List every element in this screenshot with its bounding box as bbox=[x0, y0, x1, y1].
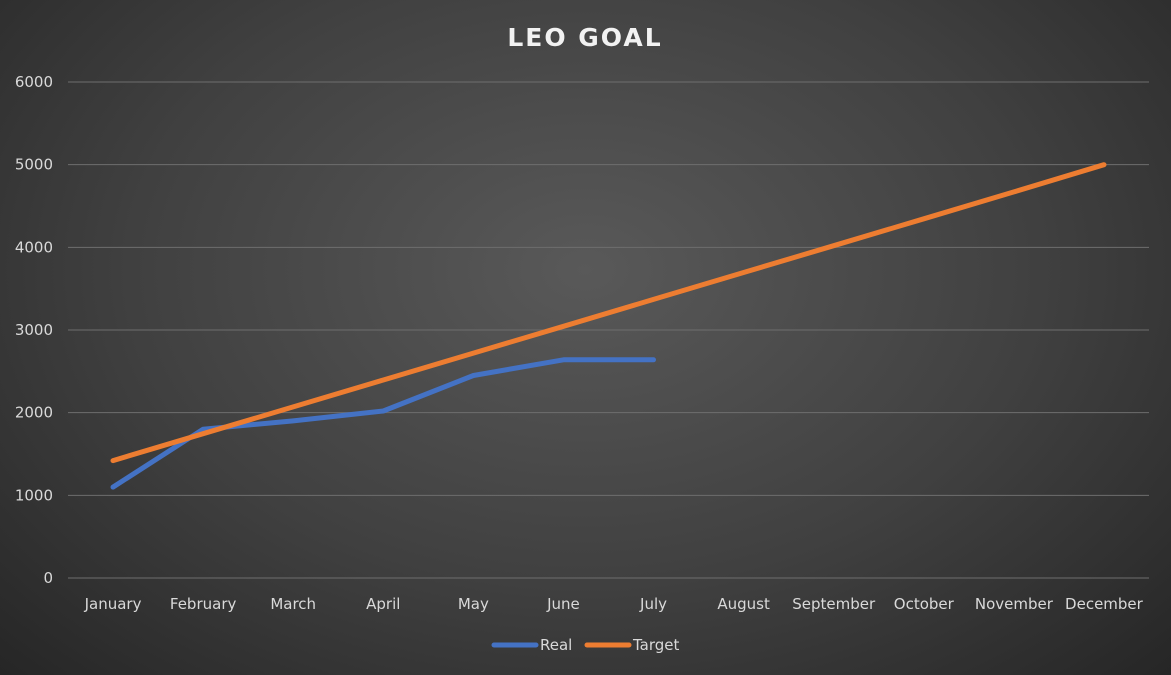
y-tick-label: 2000 bbox=[15, 404, 53, 422]
x-tick-label: April bbox=[366, 595, 400, 613]
series-line-real bbox=[110, 357, 656, 490]
y-tick-label: 5000 bbox=[15, 156, 53, 174]
x-tick-label: November bbox=[975, 595, 1054, 613]
x-tick-label: August bbox=[717, 595, 770, 613]
chart-title: LEO GOAL bbox=[507, 23, 662, 52]
y-tick-label: 4000 bbox=[15, 238, 53, 256]
legend-label-target: Target bbox=[632, 636, 680, 654]
x-tick-label: June bbox=[546, 595, 580, 613]
y-axis-ticks: 0 1000 2000 3000 4000 5000 6000 bbox=[15, 73, 53, 587]
legend-label-real: Real bbox=[540, 636, 572, 654]
x-tick-label: December bbox=[1065, 595, 1144, 613]
x-axis-ticks: January February March April May June July Augu… bbox=[84, 595, 1144, 613]
legend: Real Target bbox=[491, 636, 680, 654]
x-tick-label: October bbox=[894, 595, 955, 613]
x-tick-label: July bbox=[639, 595, 667, 613]
x-tick-label: September bbox=[792, 595, 876, 613]
x-tick-label: January bbox=[84, 595, 142, 613]
x-tick-label: February bbox=[170, 595, 237, 613]
y-tick-label: 0 bbox=[43, 569, 53, 587]
y-tick-label: 3000 bbox=[15, 321, 53, 339]
y-tick-label: 1000 bbox=[15, 486, 53, 504]
y-tick-label: 6000 bbox=[15, 73, 53, 91]
series-lines bbox=[110, 162, 1107, 490]
x-tick-label: May bbox=[458, 595, 489, 613]
series-line-target bbox=[110, 162, 1107, 464]
x-tick-label: March bbox=[270, 595, 316, 613]
gridlines bbox=[68, 81, 1149, 579]
